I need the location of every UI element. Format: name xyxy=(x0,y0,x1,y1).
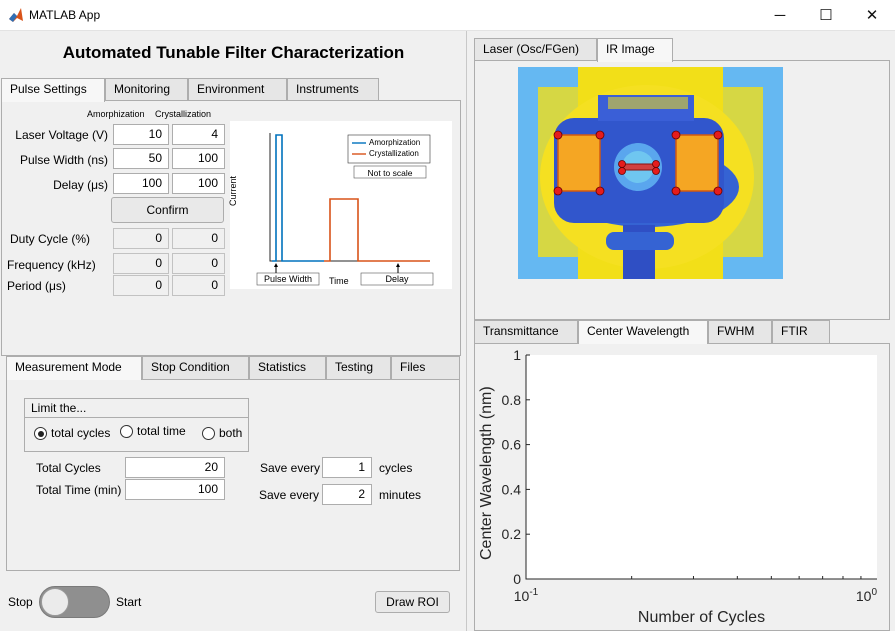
draw-roi-button[interactable]: Draw ROI xyxy=(375,591,450,613)
both-radio[interactable] xyxy=(202,427,215,440)
limit-group-title: Limit the... xyxy=(25,399,248,418)
window-title: MATLAB App xyxy=(29,8,101,22)
tab-ftir[interactable]: FTIR xyxy=(772,320,830,343)
y-tick-label: 0 xyxy=(513,571,521,587)
amorphization-column-header: Amorphization xyxy=(87,109,145,119)
minimize-button[interactable]: ─ xyxy=(774,7,786,24)
duty-cycle-cryst-field: 0 xyxy=(172,228,225,249)
stop-label: Stop xyxy=(8,595,33,609)
not-to-scale-note: Not to scale xyxy=(367,168,413,178)
measurement-mode-panel xyxy=(6,379,460,571)
measurement-tab-bar: Measurement Mode Stop Condition Statisti… xyxy=(6,356,460,380)
results-tab-bar: Transmittance Center Wavelength FWHM FTI… xyxy=(474,320,890,344)
y-tick-label: 0.4 xyxy=(502,481,522,497)
pulse-width-label: Pulse Width (ns) xyxy=(19,153,108,167)
app-title: Automated Tunable Filter Characterizatio… xyxy=(62,43,405,62)
left-panel xyxy=(0,31,467,631)
tab-measurement-mode[interactable]: Measurement Mode xyxy=(6,356,142,380)
tab-pulse-settings[interactable]: Pulse Settings xyxy=(1,78,105,102)
frequency-amorph-field: 0 xyxy=(113,253,169,274)
tab-files[interactable]: Files xyxy=(391,356,460,379)
delay-amorph-field[interactable]: 100 xyxy=(113,173,169,194)
tab-environment[interactable]: Environment xyxy=(188,78,287,101)
minutes-unit-label: minutes xyxy=(379,488,422,502)
ir-image-view xyxy=(518,67,783,279)
total-cycles-label: Total Cycles xyxy=(36,461,101,475)
laser-voltage-cryst-field[interactable]: 4 xyxy=(172,124,225,145)
delay-label: Delay (μs) xyxy=(53,178,108,192)
y-tick-label: 0.6 xyxy=(502,437,522,453)
total-cycles-radio[interactable] xyxy=(34,427,47,440)
frequency-label: Frequency (kHz) xyxy=(7,258,96,272)
tab-transmittance[interactable]: Transmittance xyxy=(474,320,578,343)
laser-voltage-label: Laser Voltage (V) xyxy=(15,128,108,142)
total-cycles-radio-label[interactable]: total cycles xyxy=(51,426,111,440)
plot-axes: 0 0.2 0.4 0.6 0.8 1 10-1 100 xyxy=(502,347,878,604)
tab-testing[interactable]: Testing xyxy=(326,356,391,379)
both-radio-label[interactable]: both xyxy=(219,426,243,440)
pulse-tab-bar: Pulse Settings Monitoring Environment In… xyxy=(1,78,461,102)
period-amorph-field: 0 xyxy=(113,275,169,296)
duty-cycle-amorph-field: 0 xyxy=(113,228,169,249)
current-axis-label: Current xyxy=(228,175,238,206)
switch-knob[interactable] xyxy=(41,588,69,616)
duty-cycle-label: Duty Cycle (%) xyxy=(10,232,91,246)
title-bar: MATLAB App ─ ☐ ✕ xyxy=(0,0,895,31)
pulse-width-amorph-field[interactable]: 50 xyxy=(113,148,169,169)
y-tick-label: 1 xyxy=(513,347,521,363)
frequency-cryst-field: 0 xyxy=(172,253,225,274)
tab-stop-condition[interactable]: Stop Condition xyxy=(142,356,249,379)
x-tick-label: 10-1 xyxy=(514,587,539,604)
x-tick-label: 100 xyxy=(856,587,878,604)
delay-marker: Delay xyxy=(385,274,409,284)
total-time-radio[interactable] xyxy=(120,425,133,438)
tab-center-wavelength[interactable]: Center Wavelength xyxy=(578,320,708,344)
y-tick-label: 0.8 xyxy=(502,392,522,408)
save-every-minutes-field[interactable]: 2 xyxy=(322,484,372,505)
total-time-radio-label[interactable]: total time xyxy=(137,424,186,438)
delay-cryst-field[interactable]: 100 xyxy=(172,173,225,194)
laser-voltage-amorph-field[interactable]: 10 xyxy=(113,124,169,145)
x-axis-label: Number of Cycles xyxy=(637,609,766,626)
total-time-label: Total Time (min) xyxy=(36,483,122,497)
total-cycles-field[interactable]: 20 xyxy=(125,457,225,478)
time-axis-label: Time xyxy=(329,276,349,286)
cycles-unit-label: cycles xyxy=(379,461,413,475)
save-every-minutes-label: Save every xyxy=(259,488,320,502)
tab-monitoring[interactable]: Monitoring xyxy=(105,78,188,101)
save-every-cycles-field[interactable]: 1 xyxy=(322,457,372,478)
pulse-schematic-graphic xyxy=(256,133,434,286)
tab-statistics[interactable]: Statistics xyxy=(249,356,326,379)
legend-amorphization: Amorphization xyxy=(369,138,421,147)
stop-start-switch[interactable] xyxy=(39,586,110,618)
start-label: Start xyxy=(116,595,142,609)
pulse-width-marker: Pulse Width xyxy=(263,274,313,284)
ir-thermal-image xyxy=(518,67,783,279)
save-every-cycles-label: Save every xyxy=(260,461,321,475)
tab-laser-osc-fgen[interactable]: Laser (Osc/FGen) xyxy=(474,38,597,61)
close-button[interactable]: ✕ xyxy=(865,7,879,24)
maximize-button[interactable]: ☐ xyxy=(819,7,833,24)
y-axis-label: Center Wavelength (nm) xyxy=(478,386,495,560)
image-tab-bar: Laser (Osc/FGen) IR Image xyxy=(474,38,890,62)
tab-ir-image[interactable]: IR Image xyxy=(597,38,673,62)
matlab-logo-icon xyxy=(9,8,23,22)
tab-fwhm[interactable]: FWHM xyxy=(708,320,772,343)
limit-group: Limit the... xyxy=(24,398,249,452)
period-label: Period (μs) xyxy=(7,279,66,293)
y-tick-label: 0.2 xyxy=(502,526,522,542)
plot-area xyxy=(526,355,877,579)
tab-instruments[interactable]: Instruments xyxy=(287,78,379,101)
confirm-button[interactable]: Confirm xyxy=(111,197,224,223)
crystallization-column-header: Crystallization xyxy=(155,109,212,119)
period-cryst-field: 0 xyxy=(172,275,225,296)
pulse-width-cryst-field[interactable]: 100 xyxy=(172,148,225,169)
center-wavelength-plot: 0 0.2 0.4 0.6 0.8 1 10-1 100 Center Wavelength… xyxy=(475,344,889,631)
legend-crystallization: Crystallization xyxy=(369,149,419,158)
total-time-field[interactable]: 100 xyxy=(125,479,225,500)
pulse-schematic: Amorphization Crystallization Not to sca… xyxy=(228,121,452,289)
